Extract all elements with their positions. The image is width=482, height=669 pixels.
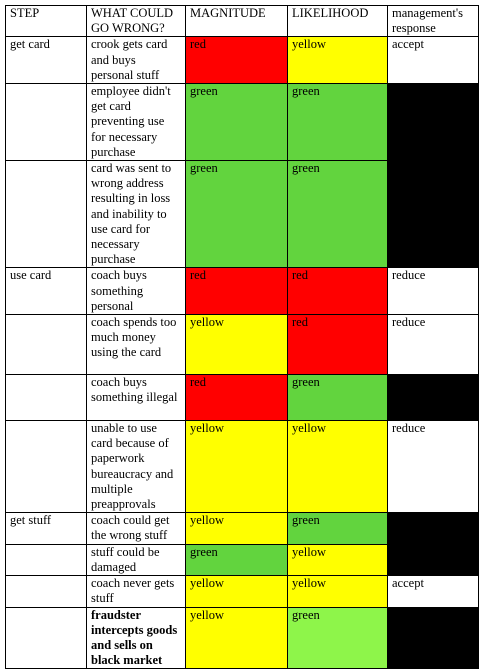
- likelihood-cell: green: [287, 606, 388, 669]
- header-cell: WHAT COULD GO WRONG?: [86, 4, 186, 38]
- response-cell: [387, 83, 479, 162]
- response-cell: accept: [387, 575, 479, 608]
- likelihood-cell: yellow: [287, 420, 388, 514]
- table-row: fraudster intercepts goods and sells on …: [5, 606, 479, 669]
- table-row: coach buys something illegal red green: [5, 374, 479, 422]
- header-cell: LIKELIHOOD: [287, 4, 388, 38]
- table-row: unable to use card because of paperwork …: [5, 420, 479, 514]
- step-cell: [5, 575, 87, 608]
- likelihood-cell: green: [287, 512, 388, 545]
- risk-cell: coach never gets stuff: [86, 575, 186, 608]
- magnitude-cell: yellow: [185, 314, 288, 376]
- magnitude-cell: yellow: [185, 606, 288, 669]
- table-row: stuff could be damaged green yellow: [5, 543, 479, 577]
- risk-cell: unable to use card because of paperwork …: [86, 420, 186, 514]
- response-cell: [387, 160, 479, 269]
- step-cell: [5, 374, 87, 422]
- magnitude-cell: green: [185, 543, 288, 577]
- header-cell: STEP: [5, 4, 87, 38]
- magnitude-cell: green: [185, 160, 288, 269]
- step-cell: [5, 543, 87, 577]
- header-cell: MAGNITUDE: [185, 4, 288, 38]
- magnitude-cell: yellow: [185, 575, 288, 608]
- risk-cell: coach buys something personal: [86, 267, 186, 316]
- likelihood-cell: yellow: [287, 543, 388, 577]
- header-row: STEP WHAT COULD GO WRONG? MAGNITUDE LIKELIH…: [5, 4, 479, 38]
- table-row: get card crook gets card and buys persona…: [5, 36, 479, 85]
- response-cell: reduce: [387, 267, 479, 316]
- step-cell: [5, 160, 87, 269]
- magnitude-cell: green: [185, 83, 288, 162]
- risk-cell: stuff could be damaged: [86, 543, 186, 577]
- likelihood-cell: green: [287, 160, 388, 269]
- likelihood-cell: red: [287, 314, 388, 376]
- step-cell: get card: [5, 36, 87, 85]
- table-row: get stuff coach could get the wrong stuff…: [5, 512, 479, 545]
- table-row: card was sent to wrong address resulting…: [5, 160, 479, 269]
- risk-cell: coach buys something illegal: [86, 374, 186, 422]
- response-cell: [387, 606, 479, 669]
- response-cell: [387, 512, 479, 545]
- risk-cell: crook gets card and buys personal stuff: [86, 36, 186, 85]
- step-cell: [5, 420, 87, 514]
- header-cell: management's response: [387, 4, 479, 38]
- table-row: coach spends too much money using the ca…: [5, 314, 479, 376]
- likelihood-cell: red: [287, 267, 388, 316]
- step-cell: [5, 314, 87, 376]
- magnitude-cell: red: [185, 36, 288, 85]
- table-row: employee didn't get card preventing use …: [5, 83, 479, 162]
- response-cell: reduce: [387, 420, 479, 514]
- risk-cell: coach spends too much money using the ca…: [86, 314, 186, 376]
- likelihood-cell: yellow: [287, 575, 388, 608]
- likelihood-cell: green: [287, 83, 388, 162]
- step-cell: use card: [5, 267, 87, 316]
- risk-cell: coach could get the wrong stuff: [86, 512, 186, 545]
- risk-table: STEP WHAT COULD GO WRONG? MAGNITUDE LIKELIH…: [5, 4, 479, 669]
- step-cell: [5, 83, 87, 162]
- table-body: STEP WHAT COULD GO WRONG? MAGNITUDE LIKELIH…: [5, 4, 479, 669]
- response-cell: accept: [387, 36, 479, 85]
- risk-cell: employee didn't get card preventing use …: [86, 83, 186, 162]
- table-row: coach never gets stuff yellow yellow accept: [5, 575, 479, 608]
- magnitude-cell: red: [185, 374, 288, 422]
- response-cell: [387, 543, 479, 577]
- table-row: use card coach buys something personal red…: [5, 267, 479, 316]
- step-cell: get stuff: [5, 512, 87, 545]
- magnitude-cell: yellow: [185, 512, 288, 545]
- response-cell: reduce: [387, 314, 479, 376]
- likelihood-cell: green: [287, 374, 388, 422]
- step-cell: [5, 606, 87, 669]
- risk-cell: card was sent to wrong address resulting…: [86, 160, 186, 269]
- magnitude-cell: yellow: [185, 420, 288, 514]
- magnitude-cell: red: [185, 267, 288, 316]
- likelihood-cell: yellow: [287, 36, 388, 85]
- response-cell: [387, 374, 479, 422]
